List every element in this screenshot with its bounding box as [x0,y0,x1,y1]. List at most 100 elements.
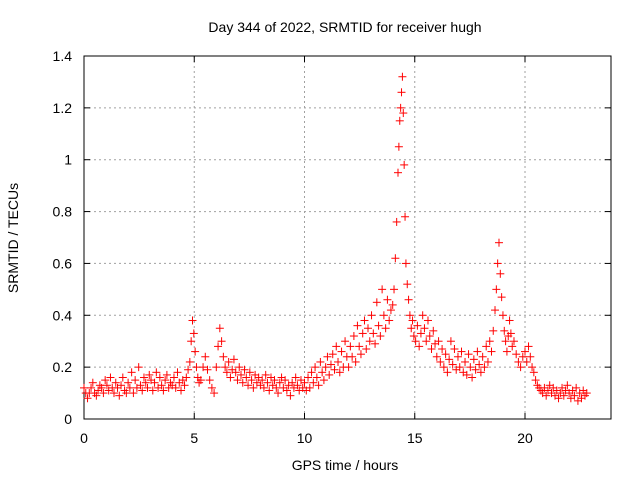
data-point [395,116,404,125]
data-point [173,368,182,377]
data-point [191,347,200,356]
data-point [244,381,253,390]
data-point [559,391,568,400]
data-point [475,360,484,369]
data-point [582,389,591,398]
y-tick-label: 0 [64,411,72,427]
data-point [247,376,256,385]
data-point [427,344,436,353]
data-point [236,370,245,379]
data-point [235,363,244,372]
data-point [196,376,205,385]
data-point [111,378,120,387]
data-point [316,357,325,366]
data-point [212,363,221,372]
data-point [249,383,258,392]
data-point [397,88,406,97]
data-point [261,370,270,379]
data-point [404,295,413,304]
data-point [498,311,507,320]
data-point [117,381,126,390]
data-point [528,363,537,372]
data-point [281,376,290,385]
data-point [270,376,279,385]
data-point [445,355,454,364]
data-point [491,306,500,315]
data-point [448,360,457,369]
data-point [182,373,191,382]
data-point [139,373,148,382]
data-point [325,370,334,379]
x-axis-label: GPS time / hours [292,457,399,473]
data-point [394,142,403,151]
x-tick-label: 20 [517,430,533,446]
data-point [122,389,131,398]
data-point [80,383,88,392]
data-point [311,363,320,372]
data-point [326,360,335,369]
data-point [118,373,127,382]
data-point [400,160,409,169]
data-point [207,383,216,392]
data-point [369,329,378,338]
y-tick-label: 0.6 [53,255,73,271]
data-point [87,383,96,392]
data-point [388,300,397,309]
data-point [238,378,247,387]
chart-title: Day 344 of 2022, SRMTID for receiver hug… [208,19,481,35]
data-point [224,357,233,366]
data-point [169,373,178,382]
y-tick-label: 1.2 [53,100,73,116]
data-point [201,352,210,361]
data-point [92,391,101,400]
data-point [217,337,226,346]
data-point [390,285,399,294]
data-point [360,316,369,325]
data-point [376,332,385,341]
data-point [177,386,186,395]
data-point [381,324,390,333]
ticks: 0 5 10 15 20 0 0.2 0.4 0.6 0.8 1 1.2 1.4 [53,48,611,446]
data-point [494,238,503,247]
data-point [372,298,381,307]
data-point [125,383,134,392]
data-point [434,337,443,346]
data-point [529,368,538,377]
data-point [222,368,231,377]
data-point [346,342,355,351]
data-point [496,269,505,278]
data-point [150,378,159,387]
data-point [203,365,212,374]
data-point [185,357,194,366]
data-point [309,378,318,387]
data-point [422,337,431,346]
data-point [415,342,424,351]
data-point [554,394,563,403]
data-point [521,347,530,356]
data-point [272,383,281,392]
data-point [214,342,223,351]
data-point [487,347,496,356]
data-points [80,72,591,405]
data-point [425,332,434,341]
data-point [356,350,365,359]
data-point [152,368,161,377]
data-point [512,350,521,359]
data-point [265,386,274,395]
data-point [522,357,531,366]
axes [83,55,612,420]
data-point [300,378,309,387]
data-point [205,376,214,385]
data-point [286,391,295,400]
data-point [226,373,235,382]
data-point [231,368,240,377]
data-point [473,347,482,356]
data-point [506,329,515,338]
data-point [385,316,394,325]
data-point [393,168,402,177]
gridlines [84,56,611,419]
data-point [441,350,450,359]
y-axis-label: SRMTID / TECUs [5,183,21,293]
